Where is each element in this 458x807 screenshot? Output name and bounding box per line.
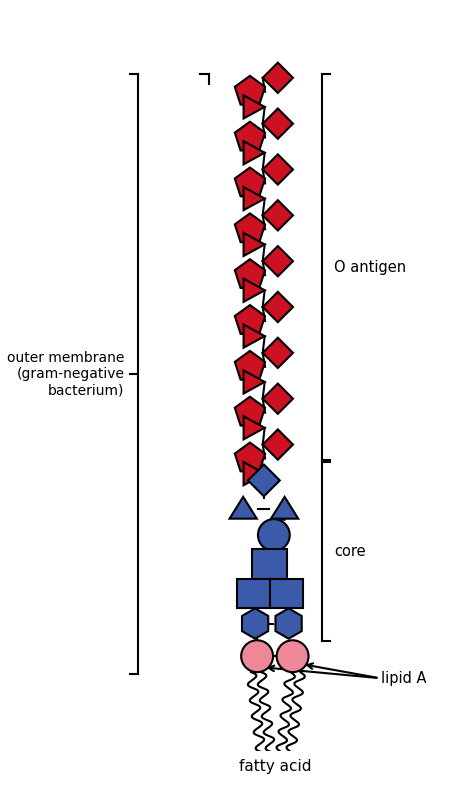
- Polygon shape: [244, 278, 265, 302]
- Polygon shape: [235, 351, 265, 379]
- Polygon shape: [244, 324, 265, 348]
- Text: lipid A: lipid A: [382, 671, 427, 686]
- Polygon shape: [244, 462, 265, 485]
- Polygon shape: [244, 187, 265, 210]
- Polygon shape: [235, 168, 265, 196]
- Polygon shape: [263, 246, 293, 276]
- Polygon shape: [263, 108, 293, 139]
- Bar: [252, 549, 287, 579]
- Polygon shape: [244, 416, 265, 439]
- Polygon shape: [263, 383, 293, 414]
- Polygon shape: [235, 305, 265, 334]
- Polygon shape: [263, 292, 293, 322]
- Polygon shape: [271, 497, 298, 519]
- Circle shape: [277, 640, 309, 672]
- Polygon shape: [235, 122, 265, 150]
- Polygon shape: [263, 154, 293, 185]
- Text: fatty acid: fatty acid: [239, 759, 311, 774]
- Polygon shape: [263, 429, 293, 460]
- Polygon shape: [244, 95, 265, 119]
- Polygon shape: [263, 200, 293, 231]
- Polygon shape: [235, 76, 265, 105]
- Polygon shape: [244, 233, 265, 256]
- Polygon shape: [242, 608, 268, 638]
- Polygon shape: [235, 213, 265, 242]
- Polygon shape: [235, 259, 265, 288]
- Polygon shape: [244, 370, 265, 394]
- Polygon shape: [263, 63, 293, 93]
- Text: core: core: [334, 544, 366, 559]
- Polygon shape: [235, 442, 265, 471]
- Bar: [270, 579, 303, 608]
- Circle shape: [241, 640, 273, 672]
- Polygon shape: [244, 141, 265, 165]
- Polygon shape: [248, 465, 280, 496]
- Text: O antigen: O antigen: [334, 260, 407, 274]
- Polygon shape: [275, 608, 302, 638]
- Text: outer membrane
(gram-negative
bacterium): outer membrane (gram-negative bacterium): [7, 351, 125, 397]
- Bar: [237, 579, 270, 608]
- Polygon shape: [263, 337, 293, 368]
- Polygon shape: [235, 397, 265, 425]
- Circle shape: [258, 519, 290, 551]
- Polygon shape: [229, 497, 257, 519]
